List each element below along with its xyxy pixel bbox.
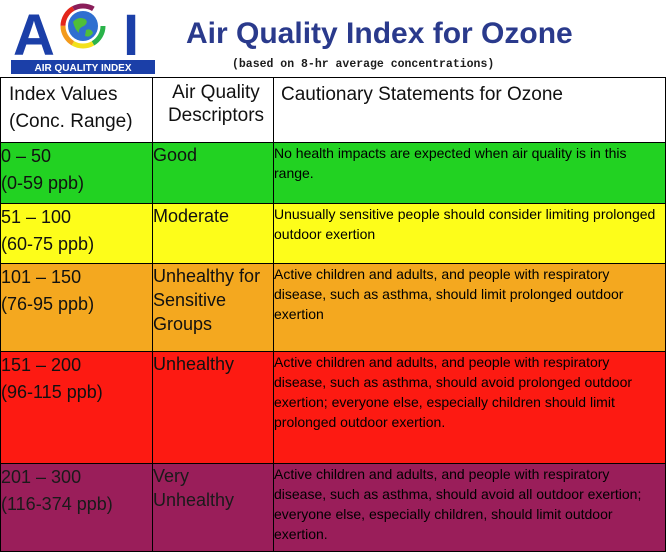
aqi-logo-graphic: A I AIR QUALITY INDEX <box>11 3 155 74</box>
table-header-row: Index Values (Conc. Range) Air Quality D… <box>0 77 666 143</box>
header: A I AIR QUALITY INDEX Air Quality Index … <box>0 0 667 78</box>
conc-range: (76-95 ppb) <box>1 293 95 314</box>
conc-range: (60-75 ppb) <box>1 234 95 255</box>
conc-range: (116-374 ppb) <box>1 494 113 515</box>
descriptor-cell: Moderate <box>152 203 274 264</box>
index-range: 101 – 150 <box>1 266 82 287</box>
header-descriptor-line2: Descriptors <box>167 105 265 126</box>
descriptor-cell: Unhealthy <box>152 350 274 465</box>
descriptor-cell: Good <box>152 141 274 205</box>
header-descriptor-line1: Air Quality <box>172 82 260 103</box>
header-descriptors: Air Quality Descriptors <box>152 77 274 143</box>
header-statement: Cautionary Statements for Ozone <box>273 77 666 143</box>
index-range-cell: 101 – 150 (76-95 ppb) <box>0 262 153 352</box>
index-range-cell: 51 – 100 (60-75 ppb) <box>0 203 153 264</box>
conc-range: (96-115 ppb) <box>1 381 103 402</box>
index-range-cell: 201 – 300 (116-374 ppb) <box>0 463 153 552</box>
logo-letter-a: A <box>13 3 55 68</box>
statement-cell: Active children and adults, and people w… <box>273 463 666 552</box>
statement-cell: No health impacts are expected when air … <box>273 141 666 205</box>
statement-cell: Unusually sensitive people should consid… <box>273 203 666 264</box>
statement-cell: Active children and adults, and people w… <box>273 350 666 465</box>
table-row-good: 0 – 50 (0-59 ppb) Good No health impacts… <box>0 141 666 205</box>
table-row-usg: 101 – 150 (76-95 ppb) Unhealthy for Sens… <box>0 262 666 352</box>
page-subtitle: (based on 8-hr average concentrations) <box>232 58 495 71</box>
index-range: 51 – 100 <box>1 207 72 228</box>
aqi-table: Index Values (Conc. Range) Air Quality D… <box>0 77 666 552</box>
descriptor-cell: Unhealthy for Sensitive Groups <box>152 262 274 352</box>
logo-tagline: AIR QUALITY INDEX <box>34 63 131 74</box>
descriptor-cell: Very Unhealthy <box>152 463 274 552</box>
page-title: Air Quality Index for Ozone <box>186 17 573 50</box>
aqi-logo: A I AIR QUALITY INDEX <box>7 2 159 76</box>
index-range-cell: 151 – 200 (96-115 ppb) <box>0 350 153 465</box>
logo-letter-i: I <box>123 3 139 68</box>
header-index-line2: (Conc. Range) <box>9 111 133 132</box>
table-row-unhealthy: 151 – 200 (96-115 ppb) Unhealthy Active … <box>0 350 666 465</box>
conc-range: (0-59 ppb) <box>1 172 85 193</box>
index-range: 0 – 50 <box>1 145 52 166</box>
index-range: 201 – 300 <box>1 467 82 488</box>
header-index-line1: Index Values <box>9 84 118 105</box>
header-index-values: Index Values (Conc. Range) <box>0 77 153 143</box>
index-range-cell: 0 – 50 (0-59 ppb) <box>0 141 153 205</box>
table-row-moderate: 51 – 100 (60-75 ppb) Moderate Unusually … <box>0 203 666 264</box>
statement-cell: Active children and adults, and people w… <box>273 262 666 352</box>
table-row-very-unhealthy: 201 – 300 (116-374 ppb) Very Unhealthy A… <box>0 463 666 552</box>
index-range: 151 – 200 <box>1 354 82 375</box>
